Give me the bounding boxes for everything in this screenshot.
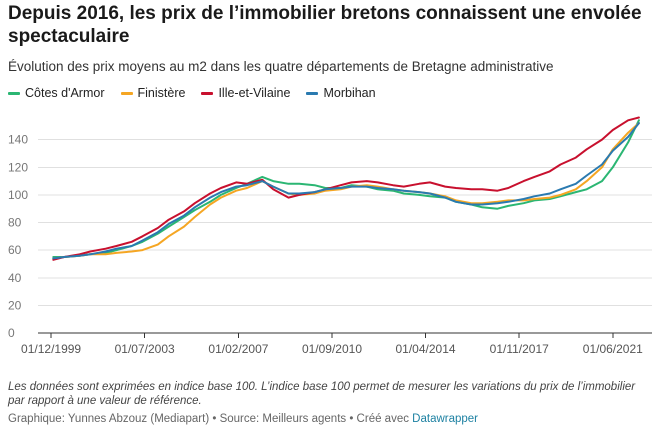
chart-note: Les données sont exprimées en indice bas…	[8, 381, 636, 407]
y-tick-label: 40	[8, 271, 22, 285]
legend-swatch-morbihan	[306, 91, 319, 95]
legend-label-morbihan: Morbihan	[323, 86, 376, 100]
y-tick-label: 60	[8, 243, 22, 257]
series-line-ille-et-vilaine	[52, 116, 640, 261]
y-tick-label: 80	[8, 216, 22, 230]
legend-item-cotes-darmor: Côtes d'Armor	[8, 86, 105, 100]
y-tick-label: 0	[8, 326, 15, 340]
credits: Graphique: Yunnes Abzouz (Mediapart) • S…	[8, 413, 478, 425]
legend-swatch-cotes-darmor	[8, 91, 20, 95]
chart-subtitle: Évolution des prix moyens au m2 dans les…	[8, 59, 554, 74]
legend-item-finistere: Finistère	[120, 86, 186, 100]
legend-swatch-ille-et-vilaine	[201, 91, 214, 95]
x-tick-label: 01/07/2003	[115, 342, 175, 356]
series-line-morbihan	[52, 122, 640, 260]
y-tick-label: 120	[8, 160, 28, 174]
line-chart: 0 20 40 60 80 100 120 140 01/12/1999 01/07/2003 01…	[8, 116, 652, 356]
x-tick-label: 01/11/2017	[490, 342, 549, 356]
legend-item-morbihan: Morbihan	[306, 86, 376, 100]
legend-label-ille-et-vilaine: Ille-et-Vilaine	[218, 86, 291, 100]
y-tick-label: 140	[8, 133, 28, 147]
legend: Côtes d'Armor Finistère Ille-et-Vilaine …	[8, 86, 392, 100]
x-tick-label: 01/06/2021	[583, 342, 643, 356]
legend-item-ille-et-vilaine: Ille-et-Vilaine	[201, 86, 290, 100]
x-tick-label: 01/12/1999	[21, 342, 81, 356]
x-tick-label: 01/02/2007	[208, 342, 268, 356]
x-tick-label: 01/09/2010	[302, 342, 362, 356]
chart-title: Depuis 2016, les prix de l’immobilier br…	[8, 3, 642, 47]
y-tick-label: 100	[8, 188, 28, 202]
legend-label-finistere: Finistère	[137, 86, 186, 100]
datawrapper-link[interactable]: Datawrapper	[412, 413, 479, 425]
y-tick-label: 20	[8, 298, 22, 312]
credits-text: Graphique: Yunnes Abzouz (Mediapart) • S…	[8, 413, 413, 425]
x-tick-label: 01/04/2014	[396, 342, 456, 356]
legend-label-cotes-darmor: Côtes d'Armor	[25, 86, 105, 100]
legend-swatch-finistere	[120, 91, 133, 95]
